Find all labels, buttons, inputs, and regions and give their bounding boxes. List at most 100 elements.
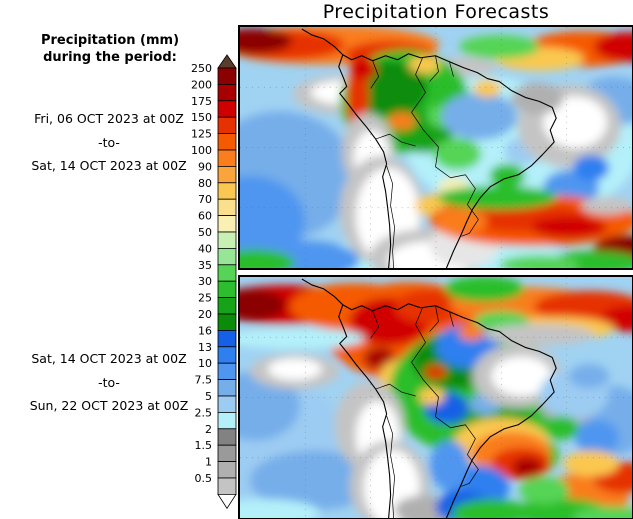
colorbar-tick-label: 20: [198, 308, 212, 321]
precip-blob: [511, 82, 564, 115]
colorbar-tick-label: 70: [198, 193, 212, 206]
precip-blob: [435, 208, 488, 235]
precip-blob: [418, 387, 445, 405]
colorbar-cell: [217, 67, 237, 85]
colorbar-tick-label: 175: [191, 95, 212, 108]
precip-blob: [575, 419, 620, 456]
colorbar-cell: [217, 215, 237, 233]
precip-blob: [581, 196, 632, 215]
period-label-1: Fri, 06 OCT 2023 at 00Z -to- Sat, 14 OCT…: [0, 107, 218, 178]
precip-blob: [563, 450, 620, 477]
colorbar-cell: [217, 379, 237, 397]
colorbar-cell: [217, 411, 237, 430]
precip-blob: [512, 457, 543, 478]
colorbar-tick-label: 60: [198, 210, 212, 223]
colorbar-cell: [217, 166, 237, 184]
colorbar-cell: [217, 100, 237, 118]
colorbar-tick-label: 80: [198, 177, 212, 190]
colorbar-cell: [217, 297, 237, 315]
country-border: [429, 305, 439, 332]
colorbar-cell: [217, 149, 237, 167]
period1-separator: -to-: [98, 134, 120, 150]
colorbar-tick-label: 30: [198, 275, 212, 288]
precip-blob: [424, 365, 447, 380]
precip-blob: [519, 476, 570, 505]
precip-blob: [350, 57, 377, 80]
colorbar-cell: [217, 395, 237, 413]
precip-map-week1: [238, 25, 633, 270]
precip-blob: [444, 277, 525, 302]
colorbar-cell: [217, 329, 237, 348]
precip-blob: [408, 55, 441, 74]
period1-end: Sat, 14 OCT 2023 at 00Z: [31, 158, 187, 173]
precip-blob: [543, 96, 608, 148]
coastline: [301, 28, 557, 268]
precip-blob: [437, 185, 558, 210]
precip-blob: [573, 506, 632, 518]
colorbar-tick-label: 10: [198, 357, 212, 370]
colorbar-cell: [217, 461, 237, 479]
country-border: [411, 57, 479, 237]
colorbar-tick-label: 13: [198, 341, 212, 354]
colorbar-cell: [217, 477, 237, 495]
precip-blob: [441, 92, 518, 141]
colorbar-cell: [217, 362, 237, 381]
colorbar-cell: [217, 231, 237, 249]
colorbar-cell: [217, 182, 237, 200]
colorbar-cell: [217, 346, 237, 364]
colorbar-tick-label: 5: [205, 390, 212, 403]
period1-start: Fri, 06 OCT 2023 at 00Z: [34, 111, 184, 126]
coastline: [301, 278, 557, 518]
colorbar-cell: [217, 264, 237, 282]
legend-title: Precipitation (mm) during the period:: [4, 32, 216, 66]
country-border: [375, 383, 416, 397]
page-title: Precipitation Forecasts: [322, 1, 550, 23]
precip-blob: [573, 154, 610, 181]
colorbar-cell: [217, 83, 237, 102]
precip-blob: [459, 34, 540, 59]
country-border: [449, 311, 454, 327]
country-border: [429, 55, 439, 82]
country-border: [370, 310, 379, 339]
period2-start: Sat, 14 OCT 2023 at 00Z: [31, 351, 187, 366]
precip-blob: [594, 31, 632, 62]
colorbar-tick-label: 150: [191, 111, 212, 124]
precip-blob: [429, 440, 470, 491]
precip-blob: [499, 255, 580, 268]
precip-map-week2: [238, 275, 633, 519]
colorbar-cell: [217, 133, 237, 151]
precip-blob: [491, 356, 552, 397]
precip-blob: [240, 327, 365, 350]
above-max-arrow: [217, 54, 237, 69]
precip-blob: [473, 79, 502, 98]
colorbar-cell: [217, 247, 237, 266]
country-border: [370, 60, 379, 89]
period2-separator: -to-: [98, 374, 120, 390]
precip-blob: [387, 112, 416, 131]
colorbar-cell: [217, 116, 237, 135]
precip-blob: [543, 415, 580, 440]
country-border: [386, 415, 395, 518]
colorbar-tick-label: 35: [198, 259, 212, 272]
colorbar-tick-label: 2: [205, 423, 212, 436]
colorbar-tick-label: 1.5: [195, 439, 213, 452]
country-border: [411, 307, 479, 487]
coastline: [338, 54, 392, 268]
colorbar-cell: [217, 198, 237, 216]
colorbar-tick-label: 2.5: [195, 406, 213, 419]
colorbar-cell: [217, 313, 237, 331]
colorbar-tick-label: 40: [198, 242, 212, 255]
precip-blob: [240, 249, 295, 268]
precip-blob: [451, 499, 532, 518]
colorbar-tick-label: 16: [198, 324, 212, 337]
colorbar-tick-label: 50: [198, 226, 212, 239]
precip-blob: [458, 324, 485, 341]
colorbar-cell: [217, 280, 237, 298]
colorbar-tick-label: 0.5: [195, 472, 213, 485]
colorbar-tick-label: 250: [191, 62, 212, 75]
precip-blob: [433, 138, 482, 170]
precip-blob: [240, 499, 320, 518]
colorbar-cell: [217, 428, 237, 446]
colorbar-tick-label: 125: [191, 128, 212, 141]
precip-blob: [267, 358, 322, 381]
